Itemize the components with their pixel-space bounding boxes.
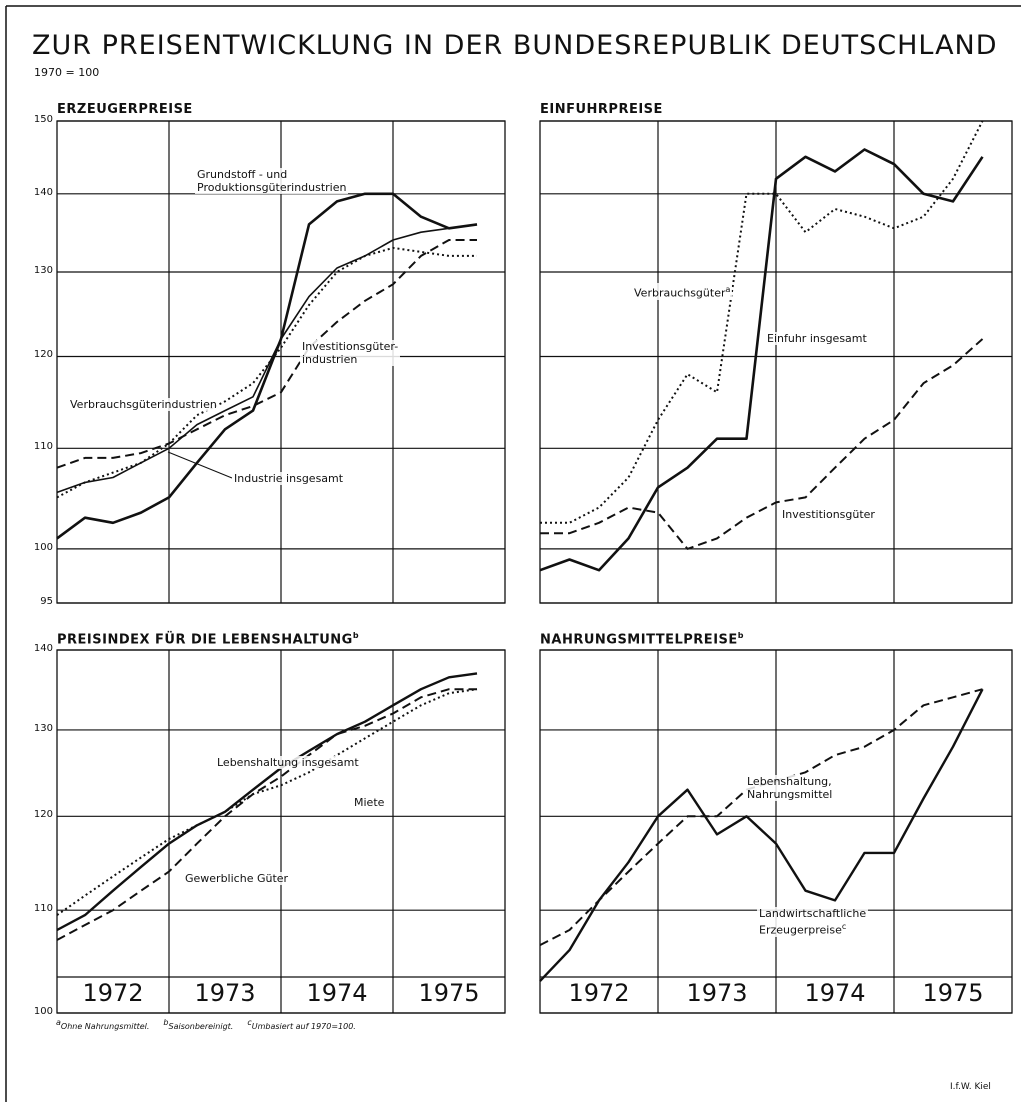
series-label: Investitionsgüter	[780, 508, 877, 521]
series-label: Verbrauchsgüterindustrien	[68, 398, 219, 411]
series-line	[539, 148, 984, 572]
series-name: Landwirtschaftliche Erzeugerpreise	[759, 907, 867, 937]
y-tick-label: 130	[33, 722, 53, 734]
series-name: Einfuhr insgesamt	[767, 332, 867, 345]
series-label: Investitionsgüter- industrien	[300, 340, 401, 366]
x-tick-label: 1973	[194, 979, 256, 1007]
series-note: c	[841, 922, 847, 931]
series-name: Verbrauchsgüter	[634, 286, 726, 300]
y-tick-label: 100	[33, 1006, 53, 1017]
series-label: Verbrauchsgütera	[632, 283, 733, 300]
footnote-text: Ohne Nahrungsmittel.	[60, 1021, 150, 1031]
y-tick-label: 120	[33, 349, 53, 361]
series-line	[56, 223, 478, 494]
x-tick-label: 1975	[418, 979, 480, 1007]
series-label: Lebenshaltung insgesamt	[215, 756, 361, 769]
series-label: Grundstoff - und Produktionsgüterindustr…	[195, 168, 349, 194]
panel-title: NAHRUNGSMITTELPREISEb	[540, 631, 744, 647]
series-line	[540, 120, 984, 524]
panel-title: EINFUHRPREISE	[540, 102, 663, 117]
series-label: Industrie insgesamt	[232, 472, 346, 485]
series-name: Lebenshaltung insgesamt	[217, 756, 359, 769]
series-name: Verbrauchsgüterindustrien	[70, 398, 217, 411]
y-tick-label: 140	[33, 643, 53, 654]
y-tick-label: 120	[33, 809, 53, 821]
y-tick-label: 100	[33, 541, 53, 553]
x-tick-label: 1974	[306, 979, 368, 1007]
title: ZUR PREISENTWICKLUNG IN DER BUNDESREPUBL…	[32, 30, 998, 61]
series-label: Lebenshaltung, Nahrungsmittel	[745, 775, 835, 801]
footnote-mark: a	[56, 1018, 61, 1027]
panel-title-text: NAHRUNGSMITTELPREISE	[540, 632, 738, 648]
panel-title-text: ERZEUGERPREISE	[57, 102, 193, 117]
y-tick-label: 140	[33, 186, 53, 198]
panel-title: PREISINDEX FÜR DIE LEBENSHALTUNGb	[57, 631, 359, 647]
x-tick-label: 1972	[568, 979, 630, 1007]
subtitle: 1970 = 100	[34, 66, 100, 79]
series-name: Grundstoff - und Produktionsgüterindustr…	[197, 168, 347, 194]
credit: I.f.W. Kiel	[950, 1082, 991, 1092]
panel-title-text: EINFUHRPREISE	[540, 102, 663, 117]
y-tick-label: 110	[33, 903, 53, 915]
series-line	[56, 192, 478, 540]
x-tick-label: 1975	[922, 979, 984, 1007]
series-line	[56, 688, 478, 916]
series-label: Gewerbliche Güter	[183, 872, 291, 885]
series-line	[540, 338, 984, 550]
x-tick-label: 1974	[804, 979, 866, 1007]
panel-title: ERZEUGERPREISE	[57, 102, 193, 117]
series-name: Gewerbliche Güter	[185, 872, 289, 885]
y-tick-label: 95	[40, 596, 53, 607]
footnote-text: Saisonbereinigt.	[168, 1021, 234, 1031]
series-label: Einfuhr insgesamt	[765, 332, 869, 345]
y-tick-label: 110	[33, 441, 53, 453]
series-name: Investitionsgüter	[782, 508, 875, 521]
x-tick-label: 1973	[686, 979, 748, 1007]
y-tick-label: 130	[33, 265, 53, 276]
series-line	[56, 672, 478, 932]
title-note: b	[737, 631, 745, 640]
series-name: Industrie insgesamt	[234, 472, 344, 485]
footnote-text: Umbasiert auf 1970=100.	[251, 1021, 356, 1031]
series-line	[56, 688, 477, 941]
x-tick-label: 1972	[82, 979, 144, 1007]
series-name: Miete	[354, 796, 385, 809]
series-note: a	[725, 285, 731, 294]
footnote-mark: b	[163, 1018, 169, 1027]
y-tick-label: 150	[33, 114, 53, 125]
footnote-mark: c	[247, 1018, 252, 1027]
series-label: Landwirtschaftliche Erzeugerpreisec	[757, 907, 869, 937]
series-label: Miete	[352, 796, 387, 809]
series-line	[56, 239, 477, 469]
series-line	[56, 246, 477, 499]
series-line	[539, 688, 984, 982]
panel-title-text: PREISINDEX FÜR DIE LEBENSHALTUNG	[57, 632, 353, 648]
leader-line	[167, 451, 233, 479]
title-note: b	[352, 631, 360, 640]
series-name: Lebenshaltung, Nahrungsmittel	[747, 775, 833, 801]
series-name: Investitionsgüter- industrien	[302, 340, 399, 366]
footnotes: aOhne Nahrungsmittel. bSaisonbereinigt. cU…	[56, 1018, 370, 1031]
